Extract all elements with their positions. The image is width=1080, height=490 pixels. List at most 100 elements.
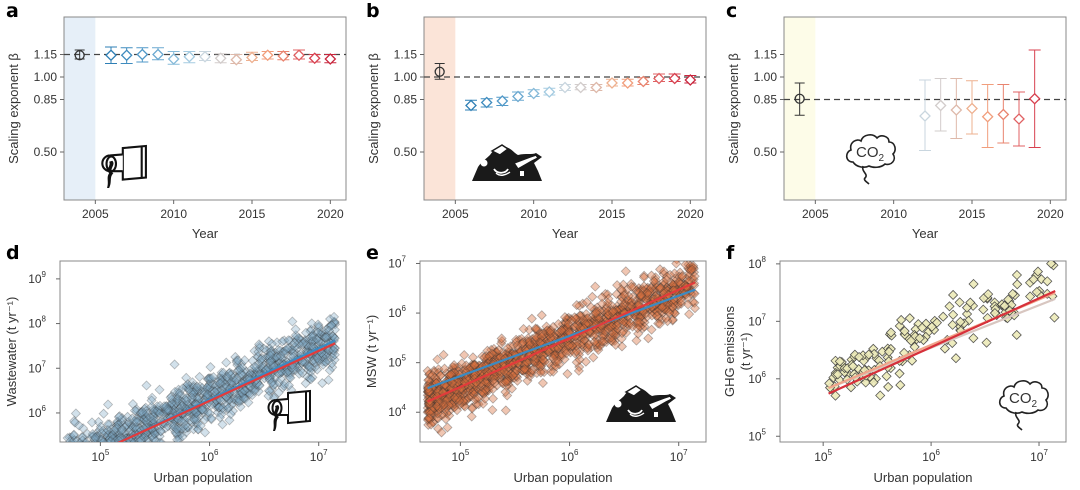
data-point	[73, 448, 82, 457]
data-point	[84, 466, 93, 475]
data-point	[104, 460, 113, 469]
co2-cloud-icon: CO2	[847, 135, 895, 184]
panel-letter-b: b	[366, 0, 380, 22]
data-point	[72, 455, 81, 464]
pooled-shade-band	[424, 17, 455, 200]
data-point	[141, 443, 150, 452]
data-point	[82, 471, 91, 480]
data-point	[66, 466, 75, 475]
data-point	[72, 477, 81, 485]
data-point	[77, 454, 86, 463]
data-point	[77, 465, 86, 474]
data-point	[89, 481, 98, 485]
data-point	[82, 473, 91, 482]
data-point	[129, 460, 138, 469]
year-estimate-2017	[997, 85, 1009, 144]
beta-point	[936, 101, 946, 111]
data-point	[82, 447, 91, 456]
data-point	[66, 452, 75, 461]
data-point	[122, 460, 131, 469]
data-point	[68, 461, 77, 470]
garbage-pile-icon	[472, 145, 542, 181]
data-point	[64, 458, 73, 467]
data-point	[69, 462, 78, 471]
data-point	[72, 445, 81, 454]
data-point	[83, 455, 92, 464]
panel-letter-a: a	[6, 0, 19, 22]
data-point	[82, 454, 91, 463]
data-point	[78, 452, 87, 461]
data-point	[72, 470, 81, 479]
beta-point	[184, 52, 194, 62]
data-point	[71, 465, 80, 474]
beta-point	[1014, 114, 1024, 124]
data-point	[77, 444, 86, 453]
data-point	[70, 450, 79, 459]
data-point	[70, 450, 79, 459]
data-point	[63, 464, 72, 473]
data-point	[150, 454, 159, 463]
data-point	[69, 463, 78, 472]
year-estimate-2007	[481, 98, 493, 108]
year-estimate-2011	[183, 52, 195, 63]
data-point	[65, 472, 74, 481]
data-point	[68, 455, 77, 464]
data-point	[124, 447, 133, 456]
data-point	[72, 453, 81, 462]
year-estimate-2015	[966, 81, 978, 134]
x-axis-label: Year	[192, 226, 219, 241]
data-point	[64, 469, 73, 478]
x-axis-label: Year	[552, 226, 579, 241]
year-estimate-2012	[199, 52, 211, 62]
data-point	[68, 466, 77, 475]
data-point	[119, 444, 128, 453]
data-point	[68, 459, 77, 468]
year-estimate-2006	[105, 47, 117, 64]
co2-subscript: 2	[1032, 399, 1038, 410]
data-point	[135, 445, 144, 454]
data-point	[76, 477, 85, 485]
data-point	[112, 449, 121, 458]
data-point	[146, 442, 155, 451]
y-axis-label: Scaling exponent β	[366, 53, 381, 164]
x-axis-label: Urban population	[153, 470, 252, 485]
data-point	[109, 457, 118, 466]
data-point	[64, 470, 73, 479]
data-point	[79, 453, 88, 462]
data-point	[110, 463, 119, 472]
data-point	[77, 453, 86, 462]
year-estimate-2019	[669, 74, 681, 84]
data-point	[79, 449, 88, 458]
y-tick-label: 0.85	[34, 93, 58, 107]
data-point	[115, 450, 124, 459]
data-point	[66, 444, 75, 453]
data-point	[143, 442, 152, 451]
y-tick-label: 1.00	[754, 70, 778, 84]
data-point	[76, 459, 85, 468]
plot-frame	[424, 17, 706, 200]
data-point	[74, 453, 83, 462]
data-point	[151, 442, 160, 451]
data-point	[63, 470, 72, 479]
year-estimate-2018	[293, 50, 305, 60]
data-point	[71, 455, 80, 464]
data-point	[70, 456, 79, 465]
data-point	[67, 453, 76, 462]
data-point	[63, 462, 72, 471]
data-point	[70, 450, 79, 459]
data-point	[94, 463, 103, 472]
year-estimate-2016	[262, 50, 274, 60]
y-tick-label: 1.00	[394, 70, 418, 84]
data-point	[69, 469, 78, 478]
data-point	[74, 468, 83, 477]
data-point	[63, 479, 72, 485]
data-point	[108, 456, 117, 465]
y-tick-label: 0.85	[394, 93, 418, 107]
data-point	[80, 444, 89, 453]
data-point	[64, 455, 73, 464]
beta-point	[169, 54, 179, 64]
data-point	[72, 477, 81, 485]
